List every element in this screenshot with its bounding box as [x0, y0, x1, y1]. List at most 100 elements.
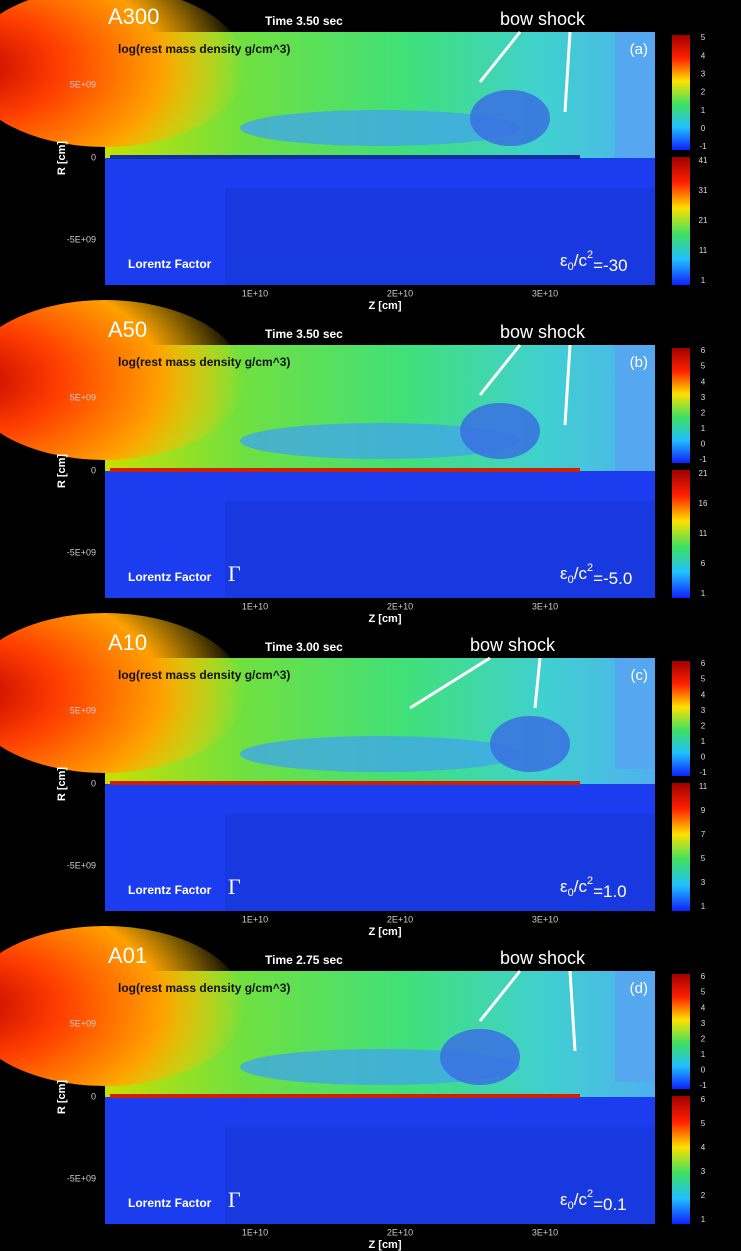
y-axis-label: R [cm] [56, 767, 68, 802]
eps-part: 2 [587, 1188, 593, 1200]
colorbar-label: 21 [699, 469, 708, 478]
lorentz-label: Lorentz Factor [128, 570, 212, 584]
jet-spine [110, 468, 580, 472]
eps-label: ε0/c2=-5.0 [560, 562, 632, 589]
lorentz-shade [225, 814, 655, 911]
arrow [409, 656, 491, 710]
y-tick-label: -5E+09 [67, 860, 96, 870]
y-axis-label: R [cm] [56, 454, 68, 489]
colorbar-label: 5 [701, 988, 706, 997]
colorbar-label: 0 [701, 753, 706, 762]
density-label: log(rest mass density g/cm^3) [118, 981, 290, 995]
lorentz-colorbar [672, 157, 690, 285]
arrow [478, 970, 522, 1022]
blue-cavity [460, 403, 540, 459]
lorentz-colorbar [672, 783, 690, 911]
eps-part: ε [560, 1190, 568, 1209]
blue-cavity [470, 90, 550, 146]
y-tick-label: 0 [91, 152, 96, 162]
colorbar-label: 2 [701, 1034, 706, 1043]
colorbar-label: 11 [699, 529, 708, 538]
colorbar-label: 1 [701, 276, 706, 285]
y-axis-label: R [cm] [56, 1080, 68, 1115]
y-tick-label: 0 [91, 1091, 96, 1101]
gamma: Γ [228, 561, 241, 586]
colorbar-label: 5 [701, 362, 706, 371]
density-colorbar [672, 348, 690, 463]
colorbar-label: -1 [699, 455, 707, 464]
lorentz-label: Lorentz Factor [128, 1196, 212, 1210]
density-label: log(rest mass density g/cm^3) [118, 355, 290, 369]
lorentz-shade [225, 188, 655, 285]
eps-part: 2 [587, 562, 593, 574]
colorbar-label: 0 [701, 124, 706, 133]
arrow [568, 970, 577, 1052]
density-label: log(rest mass density g/cm^3) [118, 42, 290, 56]
ambient [615, 658, 655, 769]
x-axis-label: Z [cm] [369, 1239, 402, 1251]
panel-title: A01 [108, 943, 147, 968]
arrow [533, 657, 542, 709]
colorbar-label: 4 [701, 1003, 706, 1012]
panel-letter: (b) [630, 354, 648, 371]
time-label: Time 3.50 sec [265, 14, 343, 28]
eps-part: 0 [568, 574, 574, 586]
colorbar-label: 6 [701, 1095, 706, 1104]
colorbar-label: 6 [701, 972, 706, 981]
colorbar-label: 21 [699, 216, 708, 225]
jet-spine [110, 781, 580, 785]
eps-part: /c [574, 1190, 588, 1209]
x-tick-label: 1E+10 [242, 288, 268, 298]
panel-letter: (c) [631, 667, 649, 684]
panel-letter: (a) [630, 41, 648, 58]
eps-part: 2 [587, 875, 593, 887]
x-tick-label: 3E+10 [532, 1227, 558, 1237]
colorbar-label: 0 [701, 440, 706, 449]
blue-cavity [240, 110, 520, 146]
eps-part: 2 [587, 249, 593, 261]
colorbar-label: 3 [701, 706, 706, 715]
colorbar-label: 3 [701, 69, 706, 78]
panel-title: A50 [108, 317, 147, 342]
colorbar-label: 6 [701, 659, 706, 668]
colorbar-label: 1 [701, 737, 706, 746]
arrow [478, 344, 522, 396]
time-label: Time 3.50 sec [265, 327, 343, 341]
colorbar-label: 31 [699, 186, 708, 195]
colorbar-label: -1 [699, 1081, 707, 1090]
colorbar-label: 0 [701, 1066, 706, 1075]
eps-part: =1.0 [593, 882, 627, 901]
lorentz-shade [225, 1127, 655, 1224]
x-axis-label: Z [cm] [369, 300, 402, 312]
colorbar-label: 4 [701, 1143, 706, 1152]
colorbar-label: 4 [701, 690, 706, 699]
colorbar-label: 1 [701, 902, 706, 911]
density-colorbar [672, 661, 690, 776]
ambient [615, 32, 655, 158]
x-tick-label: 2E+10 [387, 914, 413, 924]
y-axis-label: R [cm] [56, 141, 68, 176]
density-core [0, 0, 245, 147]
annotation: bow shock [500, 9, 586, 29]
colorbar-label: 9 [701, 806, 706, 815]
colorbar-label: 5 [701, 1119, 706, 1128]
y-tick-label: 0 [91, 465, 96, 475]
gamma: Γ [228, 1187, 241, 1212]
eps-part: /c [574, 564, 588, 583]
eps-part: 0 [568, 261, 574, 273]
colorbar-label: 4 [701, 51, 706, 60]
x-tick-label: 1E+10 [242, 1227, 268, 1237]
panel-letter: (d) [630, 980, 648, 997]
time-label: Time 2.75 sec [265, 953, 343, 967]
colorbar-label: 3 [701, 1167, 706, 1176]
eps-part: 0 [568, 1200, 574, 1212]
colorbar-label: 11 [699, 246, 708, 255]
jet-spine [110, 1094, 580, 1098]
y-tick-label: 5E+09 [70, 79, 96, 89]
x-tick-label: 2E+10 [387, 1227, 413, 1237]
density-colorbar [672, 974, 690, 1089]
y-tick-label: 5E+09 [70, 1018, 96, 1028]
colorbar-label: 1 [701, 106, 706, 115]
blue-cavity [240, 736, 520, 772]
